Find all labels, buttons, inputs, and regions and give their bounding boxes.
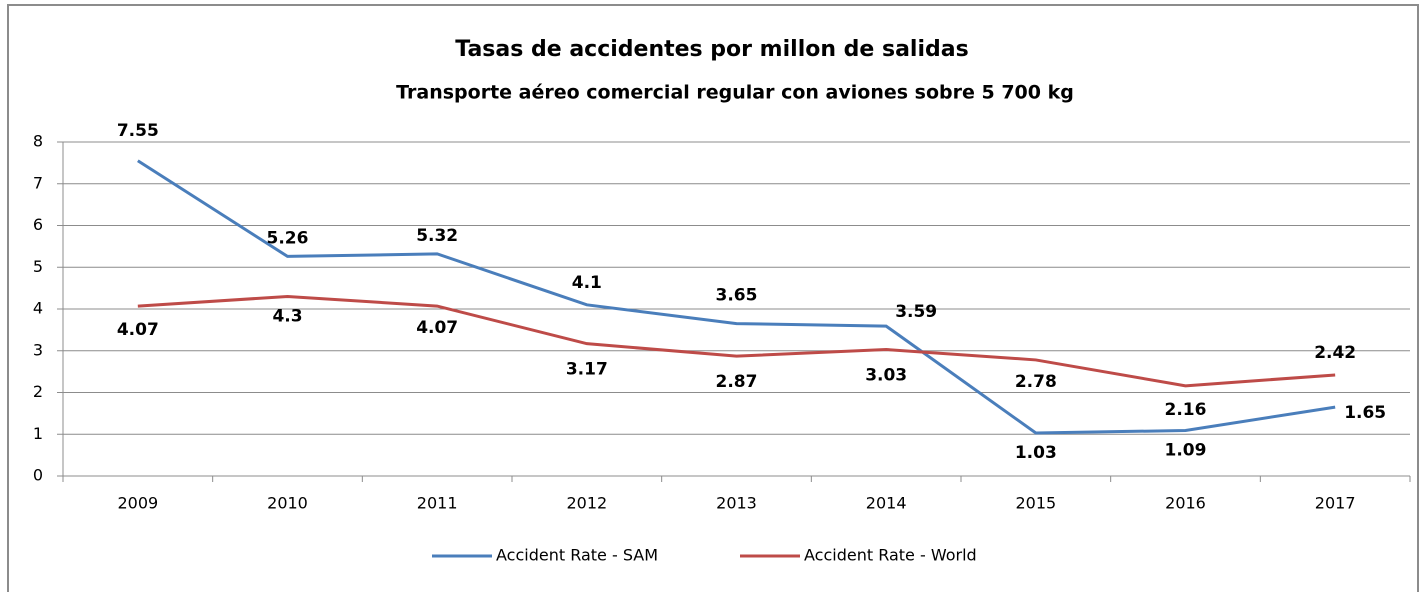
data-label: 2.16	[1165, 400, 1207, 420]
data-label: 2.78	[1015, 372, 1057, 392]
chart-title: Tasas de accidentes por millon de salida…	[455, 37, 968, 62]
y-tick-label: 5	[33, 257, 43, 276]
y-tick-label: 1	[33, 424, 43, 443]
x-tick-label: 2011	[417, 494, 458, 513]
data-label: 5.32	[416, 226, 458, 246]
y-tick-label: 8	[33, 132, 43, 151]
data-label: 1.65	[1344, 403, 1386, 423]
x-tick-label: 2016	[1165, 494, 1206, 513]
x-tick-label: 2012	[566, 494, 607, 513]
data-label: 4.07	[416, 318, 458, 338]
legend-label: Accident Rate - SAM	[496, 546, 658, 565]
x-tick-label: 2017	[1315, 494, 1356, 513]
data-label: 4.1	[572, 273, 602, 293]
series-line	[137, 159, 1336, 435]
y-tick-label: 7	[33, 173, 43, 192]
x-tick-label: 2013	[716, 494, 757, 513]
y-tick-label: 0	[33, 466, 43, 485]
y-tick-label: 4	[33, 299, 43, 318]
data-label: 3.65	[716, 286, 758, 306]
x-tick-label: 2009	[117, 494, 158, 513]
legend-label: Accident Rate - World	[804, 546, 977, 565]
series-line	[137, 294, 1336, 388]
data-label: 3.59	[895, 302, 937, 322]
data-label: 7.55	[117, 121, 159, 141]
data-label: 2.87	[716, 372, 758, 392]
y-tick-label: 6	[33, 215, 43, 234]
data-label: 3.17	[566, 360, 608, 380]
x-tick-label: 2015	[1015, 494, 1056, 513]
data-label: 1.03	[1015, 443, 1057, 463]
y-tick-label: 3	[33, 340, 43, 359]
x-tick-label: 2014	[866, 494, 907, 513]
data-label: 4.07	[117, 320, 159, 340]
data-label: 5.26	[267, 228, 309, 248]
y-tick-label: 2	[33, 382, 43, 401]
data-label: 2.42	[1314, 343, 1356, 363]
data-label: 3.03	[865, 365, 907, 385]
data-label: 4.3	[272, 306, 302, 326]
data-label: 1.09	[1165, 440, 1207, 460]
chart-subtitle: Transporte aéreo comercial regular con a…	[396, 82, 1074, 104]
x-tick-label: 2010	[267, 494, 308, 513]
